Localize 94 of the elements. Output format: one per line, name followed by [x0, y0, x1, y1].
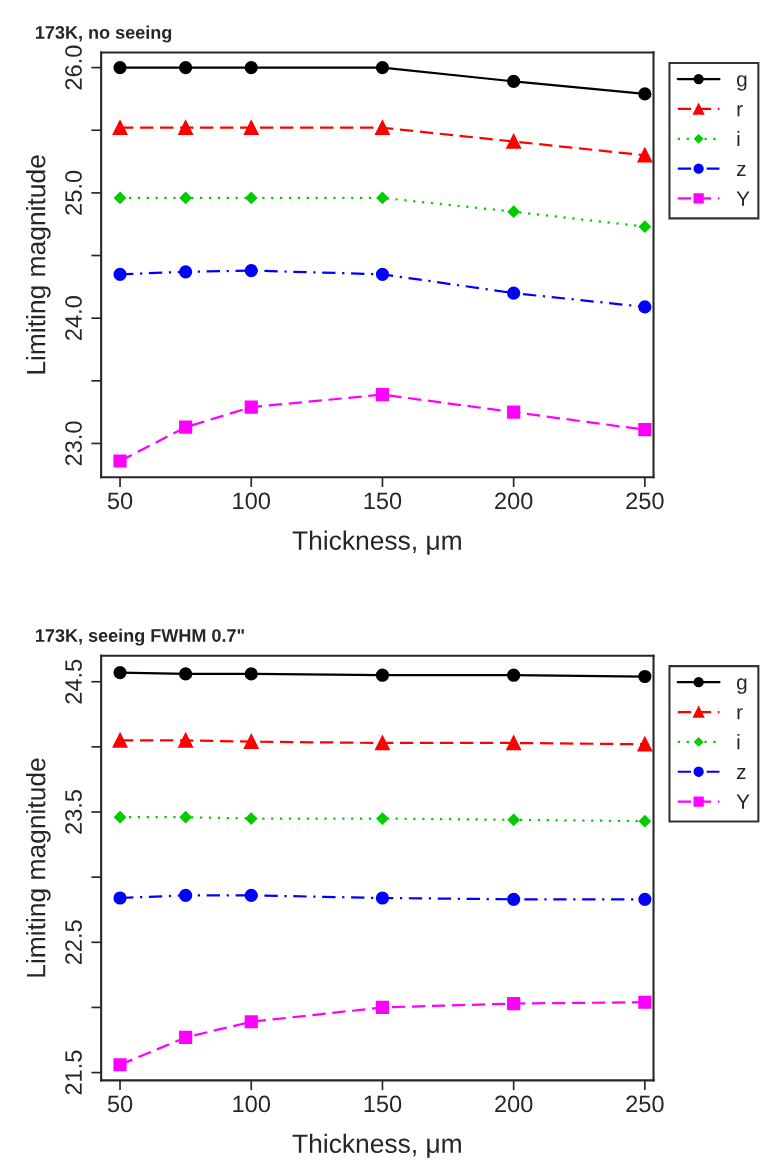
point: [375, 61, 390, 75]
legend-label: r: [737, 708, 743, 720]
point: [179, 265, 193, 279]
point: [507, 286, 521, 300]
point: [178, 120, 193, 136]
point: [113, 61, 127, 75]
x-tick-label: 200: [495, 1095, 533, 1113]
point: [638, 995, 652, 1009]
legend-label: g: [737, 678, 747, 694]
point: [113, 454, 127, 468]
x-tick-label: 150: [364, 492, 402, 510]
point: [375, 735, 390, 751]
point: [179, 420, 193, 434]
x-tick-label: 50: [107, 492, 133, 510]
y-tick-label: 24.0: [65, 296, 82, 340]
x-tick-label: 150: [364, 1095, 402, 1113]
point: [179, 191, 192, 204]
point: [244, 888, 258, 902]
point: [507, 892, 521, 906]
point: [245, 812, 258, 825]
point: [376, 812, 389, 825]
point: [243, 734, 259, 749]
y-tick-label: 22.5: [65, 920, 82, 965]
legend-label: Y: [736, 191, 750, 206]
point: [243, 120, 259, 136]
legend-label: r: [737, 105, 743, 117]
point: [638, 87, 652, 101]
point: [507, 668, 521, 682]
x-tick-label: 100: [233, 1095, 271, 1113]
point: [179, 1030, 193, 1044]
y-axis-title: Limiting magnitude: [26, 155, 51, 374]
point: [506, 735, 521, 751]
x-tick-label: 200: [495, 492, 533, 510]
point: [244, 263, 258, 278]
point: [113, 267, 127, 281]
point: [638, 220, 651, 233]
legend-label: g: [737, 75, 747, 91]
point: [637, 148, 653, 163]
point: [244, 400, 258, 414]
point: [375, 1000, 390, 1015]
point: [114, 811, 126, 824]
legend-label: i: [737, 130, 740, 147]
point: [638, 892, 652, 906]
point: [178, 733, 193, 748]
point: [638, 815, 651, 828]
legend-label: z: [736, 164, 746, 176]
y-tick-label: 25.0: [65, 170, 82, 215]
point: [112, 733, 128, 748]
point: [244, 667, 258, 681]
point: [375, 891, 390, 905]
point: [375, 668, 390, 682]
chart-title: 173K, seeing FWHM 0.7": [35, 628, 244, 646]
point: [375, 388, 390, 402]
chart-title: 173K, no seeing: [35, 25, 172, 43]
legend-label: z: [736, 768, 746, 780]
point: [113, 666, 127, 680]
y-axis-title: Limiting magnitude: [26, 758, 51, 977]
point: [244, 1015, 258, 1029]
point: [375, 267, 390, 281]
point: [507, 74, 521, 88]
point: [638, 669, 652, 684]
x-tick-label: 250: [626, 492, 664, 510]
point: [376, 191, 389, 204]
point: [179, 667, 193, 681]
legend-label: i: [737, 734, 740, 750]
x-tick-label: 100: [233, 492, 271, 510]
point: [244, 61, 258, 75]
x-axis-title: Thickness, μm: [292, 530, 461, 555]
point: [507, 996, 521, 1011]
point: [113, 891, 127, 905]
x-tick-label: 250: [626, 1095, 664, 1113]
y-tick-label: 26.0: [65, 45, 82, 90]
point: [638, 300, 652, 314]
y-tick-label: 23.0: [65, 421, 82, 466]
point: [179, 888, 193, 902]
point: [179, 811, 192, 824]
legend-label: Y: [736, 794, 750, 809]
x-axis-title: Thickness, μm: [292, 1133, 461, 1158]
point: [114, 191, 126, 204]
y-tick-label: 24.5: [65, 659, 82, 704]
point: [245, 191, 258, 204]
point: [507, 205, 520, 218]
y-tick-label: 23.5: [65, 790, 82, 834]
point: [113, 1058, 127, 1072]
point: [375, 120, 390, 136]
x-tick-label: 50: [107, 1095, 133, 1113]
point: [507, 405, 521, 419]
point: [638, 423, 652, 437]
y-tick-label: 21.5: [65, 1050, 82, 1095]
point: [507, 813, 520, 826]
point: [179, 61, 193, 75]
point: [506, 134, 521, 149]
point: [112, 120, 128, 136]
point: [637, 736, 653, 752]
